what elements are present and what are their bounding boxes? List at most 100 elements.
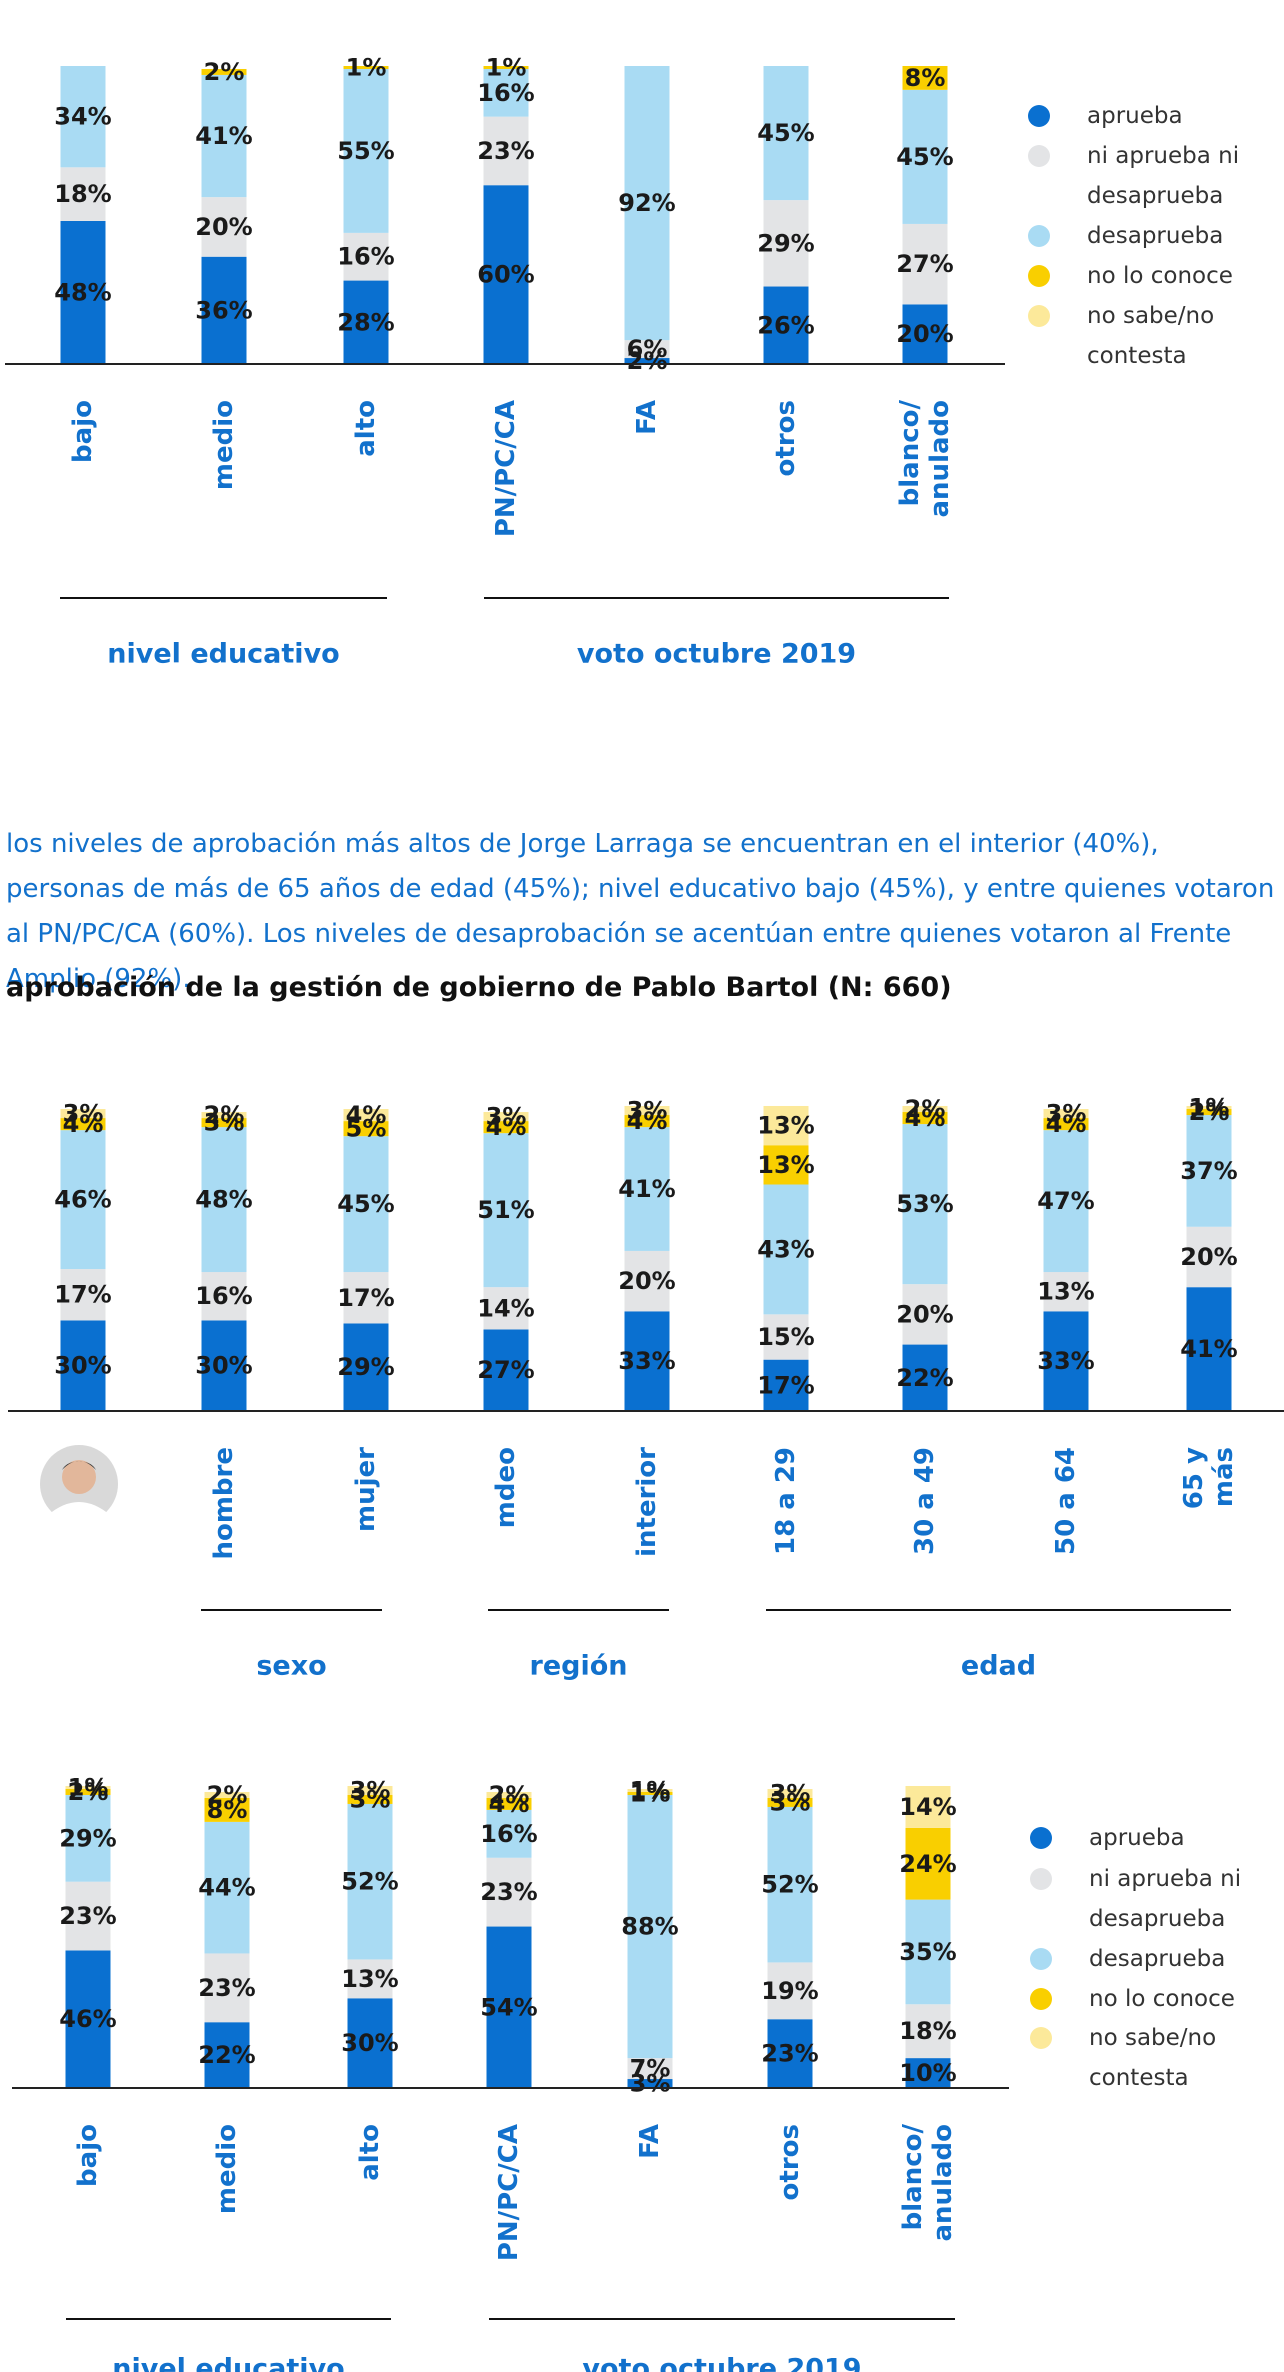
category-label: 65 y más <box>1179 1447 1239 1510</box>
value-label: 88% <box>621 1913 678 1941</box>
legend-label: no sabe/no contesta <box>1089 2025 1217 2091</box>
bar-segment <box>343 1272 389 1324</box>
category-label: 50 a 64 <box>1051 1447 1081 1556</box>
value-label: 8% <box>905 64 946 92</box>
value-label: 4% <box>486 1113 527 1141</box>
value-label: 14% <box>899 1793 956 1821</box>
bar-segment <box>483 68 529 117</box>
bar-segment <box>763 1145 809 1185</box>
bar-segment <box>902 1112 948 1125</box>
bar-segment <box>763 1359 809 1411</box>
value-label: 60% <box>477 261 534 289</box>
bar-segment <box>343 66 389 69</box>
value-label: 29% <box>757 229 814 257</box>
bar-segment <box>483 116 529 186</box>
bar-segment <box>60 1320 106 1411</box>
legend-swatch <box>1028 225 1050 247</box>
bar-segment <box>483 1133 529 1288</box>
group-label: nivel educativo <box>107 638 340 670</box>
value-label: 3% <box>770 1779 811 1807</box>
value-label: 16% <box>337 243 394 271</box>
bar-segment <box>624 1311 670 1411</box>
bar-segment <box>902 1284 948 1345</box>
bar-segment <box>767 1962 813 2020</box>
bar-segment <box>204 1953 250 2023</box>
value-label: 54% <box>480 1993 537 2021</box>
bar-segment <box>343 1121 389 1137</box>
value-label: 14% <box>477 1294 534 1322</box>
value-label: 23% <box>59 1902 116 1930</box>
bar-segment <box>624 1250 670 1312</box>
bar-segment <box>763 66 809 201</box>
value-label: 3% <box>63 1100 104 1128</box>
bar-segment <box>204 1821 250 1954</box>
legend-label: desaprueba <box>1087 223 1224 249</box>
category-label: blanco/ anulado <box>898 2124 958 2242</box>
value-label: 4% <box>489 1790 530 1818</box>
legend-label: desaprueba <box>1089 1946 1226 1972</box>
value-label: 20% <box>1180 1243 1237 1271</box>
value-label: 18% <box>899 2017 956 2045</box>
bar-segment <box>201 1112 247 1119</box>
legend-swatch <box>1028 105 1050 127</box>
value-label: 2% <box>68 1778 109 1806</box>
category-label: 18 a 29 <box>771 1447 801 1556</box>
value-label: 28% <box>337 308 394 336</box>
bar-segment <box>347 1998 393 2088</box>
bar-segment <box>343 1109 389 1122</box>
value-label: 15% <box>757 1323 814 1351</box>
bar-segment <box>624 66 670 341</box>
bar-segment <box>902 89 948 224</box>
value-label: 3% <box>350 1785 391 1813</box>
value-label: 16% <box>477 79 534 107</box>
bar-segment <box>627 1791 673 1795</box>
bar-segment <box>65 1786 111 1789</box>
value-label: 1% <box>630 1776 671 1804</box>
bar-segment <box>60 220 106 364</box>
bar-segment <box>1186 1115 1232 1227</box>
value-label: 55% <box>337 137 394 165</box>
value-label: 13% <box>341 1965 398 1993</box>
bar-segment <box>343 68 389 233</box>
value-label: 30% <box>195 1352 252 1380</box>
bar-segment <box>627 2079 673 2088</box>
value-label: 2% <box>1189 1098 1230 1126</box>
value-label: 34% <box>54 103 111 131</box>
bar-segment <box>201 68 247 75</box>
value-label: 41% <box>1180 1335 1237 1363</box>
bar-segment <box>763 1105 809 1146</box>
value-label: 24% <box>899 1850 956 1878</box>
bar-segment <box>763 1314 809 1360</box>
bar-segment <box>1043 1130 1089 1273</box>
bar-segment <box>60 66 106 168</box>
value-label: 2% <box>204 58 245 86</box>
value-label: 17% <box>337 1284 394 1312</box>
bar-segment <box>627 1794 673 2059</box>
category-label: interior <box>632 1447 662 1557</box>
bar-segment <box>767 1789 813 1798</box>
value-label: 23% <box>480 1878 537 1906</box>
bar-segment <box>204 1791 250 1798</box>
bar-segment <box>65 1794 111 1882</box>
bar-segment <box>486 1797 532 1810</box>
legend-swatch <box>1030 2027 1052 2049</box>
bar-segment <box>60 167 106 221</box>
bar-segment <box>1043 1118 1089 1131</box>
bar-segment <box>201 1272 247 1321</box>
legend-swatch <box>1030 1868 1052 1890</box>
legend-label: aprueba <box>1087 103 1183 129</box>
paragraph: los niveles de aprobación más altos de J… <box>6 829 1275 994</box>
bar-segment <box>767 1806 813 1963</box>
legend-swatch <box>1030 1827 1052 1849</box>
category-label: otros <box>771 400 801 477</box>
value-label: 23% <box>477 137 534 165</box>
bar-segment <box>65 1789 111 1795</box>
legend-label: no sabe/no contesta <box>1087 303 1215 369</box>
category-label: alto <box>355 2124 385 2181</box>
bar-segment <box>343 1136 389 1273</box>
category-label: FA <box>632 400 662 435</box>
bar-segment <box>483 1121 529 1134</box>
group-label: región <box>529 1650 628 1682</box>
value-label: 23% <box>761 2040 818 2068</box>
